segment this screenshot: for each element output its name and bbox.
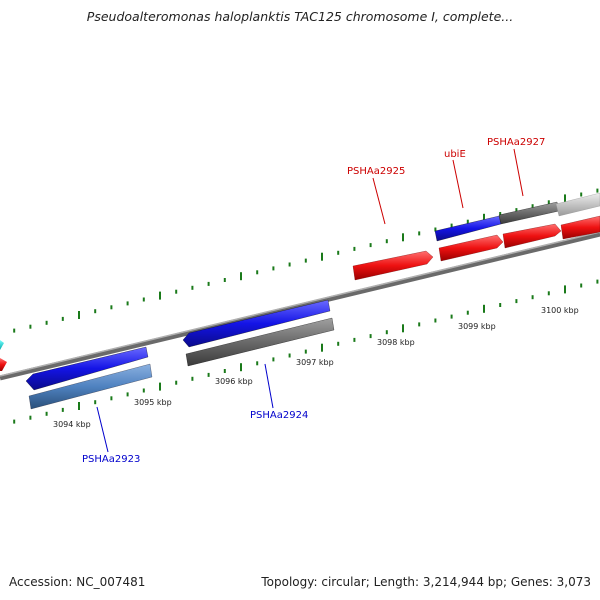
scale-label-3095: 3095 kbp <box>134 398 172 407</box>
scale-label-3097: 3097 kbp <box>296 358 334 367</box>
gene-red-3[interactable] <box>502 223 562 249</box>
gene-pshaa2924[interactable] <box>182 299 331 348</box>
leader-lines <box>96 148 524 453</box>
gene-light-grey[interactable] <box>555 192 600 217</box>
gene-steel[interactable] <box>28 363 153 410</box>
gene-label-ubie[interactable]: ubiE <box>444 149 466 160</box>
map-title: Pseudoalteromonas haloplanktis TAC125 ch… <box>86 9 514 24</box>
gene-label-pshaa2923[interactable]: PSHAa2923 <box>82 454 140 465</box>
scale-label-3098: 3098 kbp <box>377 338 415 347</box>
accession-text: Accession: NC_007481 <box>9 575 146 589</box>
gene-pshaa2927[interactable] <box>498 201 560 225</box>
scale-label-3094: 3094 kbp <box>53 420 91 429</box>
backbone <box>0 231 600 381</box>
gene-red-2[interactable] <box>438 234 504 262</box>
gene-pshaa2925[interactable] <box>352 250 434 281</box>
scale-label-3100: 3100 kbp <box>541 306 579 315</box>
gene-label-pshaa2927[interactable]: PSHAa2927 <box>487 137 545 148</box>
tick-row-upper <box>13 188 599 333</box>
scale-label-3099: 3099 kbp <box>458 322 496 331</box>
gene-grey-lower[interactable] <box>185 317 335 367</box>
scale-label-3096: 3096 kbp <box>215 377 253 386</box>
gene-red-4[interactable] <box>560 215 600 240</box>
genome-stats-text: Topology: circular; Length: 3,214,944 bp… <box>261 575 591 589</box>
gene-red-partial[interactable] <box>0 358 7 371</box>
gene-pshaa2923[interactable] <box>25 346 149 391</box>
gene-label-pshaa2924[interactable]: PSHAa2924 <box>250 410 308 421</box>
gene-teal-partial[interactable] <box>0 340 4 350</box>
gene-label-pshaa2925[interactable]: PSHAa2925 <box>347 166 405 177</box>
tick-row-lower <box>13 279 599 424</box>
